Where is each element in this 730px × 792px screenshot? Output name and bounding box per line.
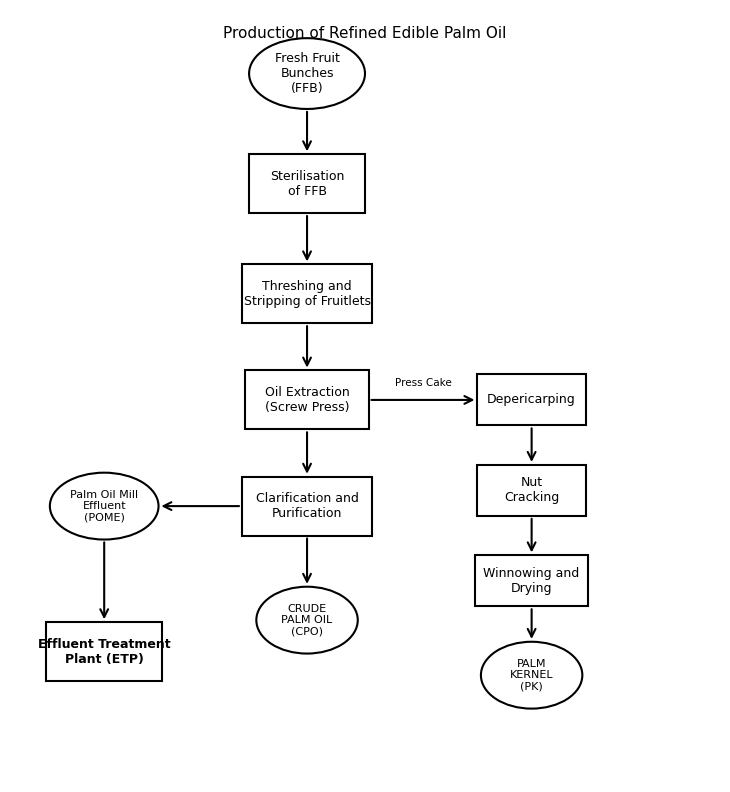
Text: Threshing and
Stripping of Fruitlets: Threshing and Stripping of Fruitlets — [244, 280, 371, 308]
FancyBboxPatch shape — [46, 622, 162, 681]
Ellipse shape — [50, 473, 158, 539]
Ellipse shape — [481, 642, 583, 709]
Ellipse shape — [249, 38, 365, 109]
FancyBboxPatch shape — [242, 477, 372, 535]
Ellipse shape — [256, 587, 358, 653]
Text: Nut
Cracking: Nut Cracking — [504, 476, 559, 505]
FancyBboxPatch shape — [477, 465, 586, 516]
Text: Palm Oil Mill
Effluent
(POME): Palm Oil Mill Effluent (POME) — [70, 489, 138, 523]
FancyBboxPatch shape — [475, 555, 588, 607]
FancyBboxPatch shape — [477, 375, 586, 425]
Text: Fresh Fruit
Bunches
(FFB): Fresh Fruit Bunches (FFB) — [274, 52, 339, 95]
Text: Production of Refined Edible Palm Oil: Production of Refined Edible Palm Oil — [223, 26, 507, 41]
Text: Depericarping: Depericarping — [487, 394, 576, 406]
Text: Oil Extraction
(Screw Press): Oil Extraction (Screw Press) — [265, 386, 350, 414]
Text: Effluent Treatment
Plant (ETP): Effluent Treatment Plant (ETP) — [38, 638, 171, 665]
Text: Winnowing and
Drying: Winnowing and Drying — [483, 567, 580, 595]
Text: Sterilisation
of FFB: Sterilisation of FFB — [270, 169, 345, 198]
Text: CRUDE
PALM OIL
(CPO): CRUDE PALM OIL (CPO) — [282, 604, 333, 637]
Text: Clarification and
Purification: Clarification and Purification — [255, 492, 358, 520]
FancyBboxPatch shape — [245, 371, 369, 429]
Text: Press Cake: Press Cake — [395, 378, 451, 388]
FancyBboxPatch shape — [249, 154, 365, 213]
Text: PALM
KERNEL
(PK): PALM KERNEL (PK) — [510, 659, 553, 691]
FancyBboxPatch shape — [242, 265, 372, 323]
